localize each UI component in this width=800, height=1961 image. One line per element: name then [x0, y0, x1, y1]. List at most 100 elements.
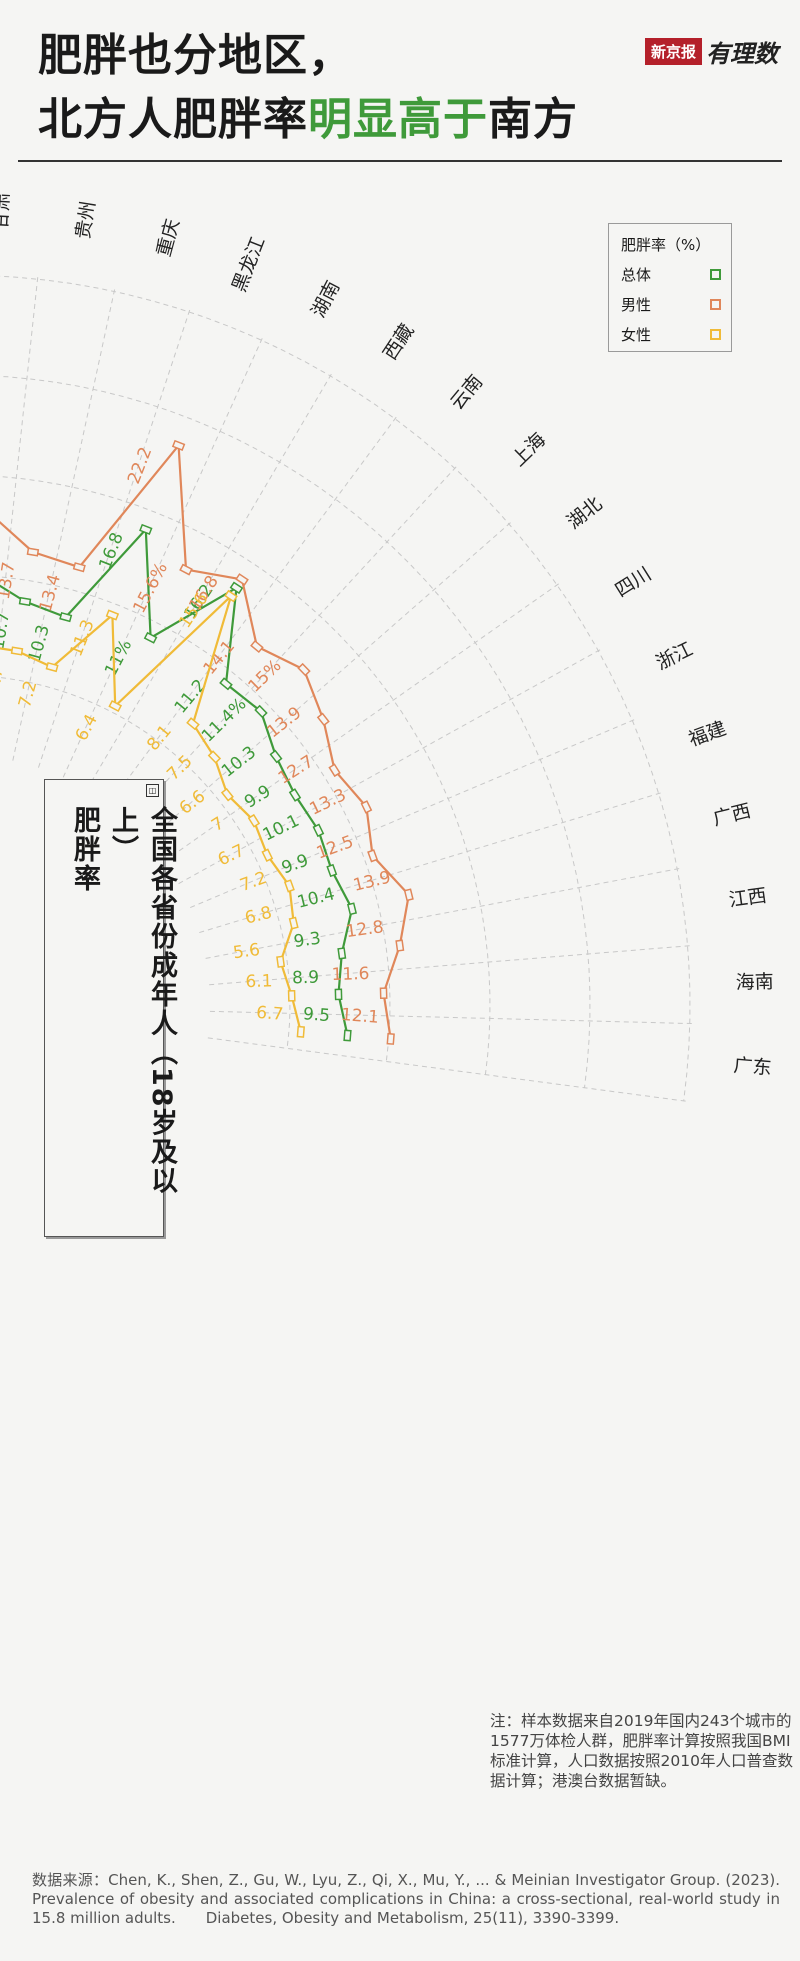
side-title-main: 全国各省份成年人（18岁及以上） [107, 806, 177, 1196]
female-point-22 [186, 717, 200, 731]
total-line [0, 528, 354, 1036]
female-point-25 [247, 813, 261, 828]
total-data-label-18: 10.3 [25, 623, 54, 665]
male-point-21 [235, 573, 249, 586]
brand-logo: 新京报 有理数 [644, 34, 778, 69]
female-point-30 [287, 989, 296, 1002]
female-point-24 [220, 787, 234, 802]
legend-title: 肥胖率（%） [621, 236, 711, 254]
category-label-27: 福建 [686, 717, 729, 751]
female-data-label-31: 6.7 [256, 1003, 285, 1025]
male-data-label-26: 13.3 [307, 785, 350, 820]
total-point-22 [219, 677, 233, 691]
category-label-30: 海南 [735, 971, 774, 994]
male-data-label-30: 11.6 [331, 964, 369, 985]
male-point-22 [250, 639, 264, 654]
male-point-17 [26, 547, 40, 557]
total-point-26 [312, 823, 325, 838]
category-label-16: 甘肃 [0, 192, 14, 231]
male-data-label-31: 12.1 [340, 1005, 379, 1028]
female-point-20 [108, 700, 123, 712]
grid-arc-2 [0, 475, 491, 1075]
grid-spoke-29 [205, 867, 683, 959]
female-data-label-27: 7.2 [237, 868, 269, 896]
total-point-28 [346, 902, 358, 916]
legend-label-total: 总体 [621, 266, 652, 284]
category-label-25: 四川 [611, 563, 655, 602]
category-label-17: 贵州 [72, 200, 100, 241]
legend-label-male: 男性 [621, 296, 652, 314]
female-data-label-26: 6.7 [215, 841, 248, 871]
female-data-label-19: 11.3 [66, 617, 98, 660]
male-point-31 [386, 1032, 395, 1045]
total-point-30 [334, 988, 343, 1001]
female-data-label-30: 6.1 [245, 971, 273, 992]
total-data-label-20: 11% [101, 637, 136, 680]
total-point-25 [288, 788, 302, 802]
female-line [0, 594, 302, 1033]
title-divider [18, 160, 782, 162]
male-data-label-29: 12.8 [345, 917, 385, 942]
male-point-27 [367, 849, 379, 863]
brand-xinjingbao: 新京报 [644, 38, 702, 65]
legend-swatch-total [710, 269, 721, 280]
legend-item-male: 男性 [621, 294, 721, 315]
total-point-17 [18, 596, 32, 607]
total-point-23 [254, 704, 268, 719]
female-point-31 [296, 1025, 305, 1038]
total-point-18 [59, 611, 73, 623]
male-point-29 [395, 939, 405, 952]
category-label-28: 广西 [711, 800, 753, 830]
male-point-28 [403, 888, 414, 902]
total-data-label-17: 10.7 [0, 610, 14, 651]
female-data-label-18: 7.2 [15, 679, 41, 710]
total-data-label-19: 16.8 [95, 530, 127, 573]
total-data-label-27: 9.9 [279, 850, 311, 878]
female-point-27 [283, 879, 295, 893]
corner-icon: ◫ [146, 784, 159, 797]
female-point-21 [224, 589, 238, 603]
male-point-25 [328, 763, 341, 778]
female-data-label-28: 6.8 [243, 903, 274, 929]
male-data-label-20: 15.6% [129, 559, 172, 616]
male-point-19 [171, 439, 186, 451]
total-point-20 [143, 631, 158, 644]
grid-spoke-32 [207, 1037, 689, 1103]
female-point-23 [207, 750, 222, 764]
female-data-label-22: 8.1 [143, 721, 176, 755]
female-point-26 [261, 848, 274, 863]
side-title-card: ◫ 全国各省份成年人（18岁及以上） 肥胖率 [44, 779, 177, 1237]
title-part-a: 北方人肥胖率 [38, 94, 308, 145]
male-point-30 [379, 987, 388, 1000]
legend-item-female: 女性 [621, 324, 721, 345]
female-point-17 [10, 646, 24, 656]
grid-arc-0 [0, 676, 291, 1049]
female-data-label-25: 7 [208, 813, 228, 836]
male-data-label-19: 22.2 [124, 444, 156, 487]
total-point-27 [326, 863, 338, 878]
female-data-label-29: 5.6 [232, 940, 261, 963]
category-label-22: 云南 [446, 371, 487, 414]
data-source: 数据来源：Chen, K., Shen, Z., Gu, W., Lyu, Z.… [32, 1871, 780, 1927]
footnote: 注：样本数据来自2019年国内243个城市的1577万体检人群，肥胖率计算按照我… [490, 1712, 793, 1790]
legend-label-female: 女性 [621, 326, 652, 344]
total-point-21 [229, 581, 244, 595]
category-label-26: 浙江 [653, 638, 697, 674]
legend: 肥胖率（%） 总体 男性 女性 [608, 223, 732, 352]
category-label-20: 湖南 [307, 277, 344, 321]
legend-swatch-female [710, 329, 721, 340]
category-label-31: 广东 [733, 1054, 773, 1079]
category-label-23: 上海 [508, 428, 551, 470]
female-point-18 [45, 661, 59, 673]
male-data-label-18: 13.4 [36, 572, 65, 614]
total-data-label-29: 9.3 [293, 929, 322, 952]
side-title-sub: 肥胖率 [69, 806, 100, 893]
legend-swatch-male [710, 299, 721, 310]
total-point-19 [139, 523, 153, 535]
grid-arc-4 [0, 275, 691, 1101]
male-line [0, 444, 410, 1040]
brand-youlishu: 有理数 [706, 39, 778, 68]
category-label-18: 重庆 [153, 217, 184, 259]
male-point-18 [72, 562, 86, 573]
total-point-29 [337, 947, 347, 960]
